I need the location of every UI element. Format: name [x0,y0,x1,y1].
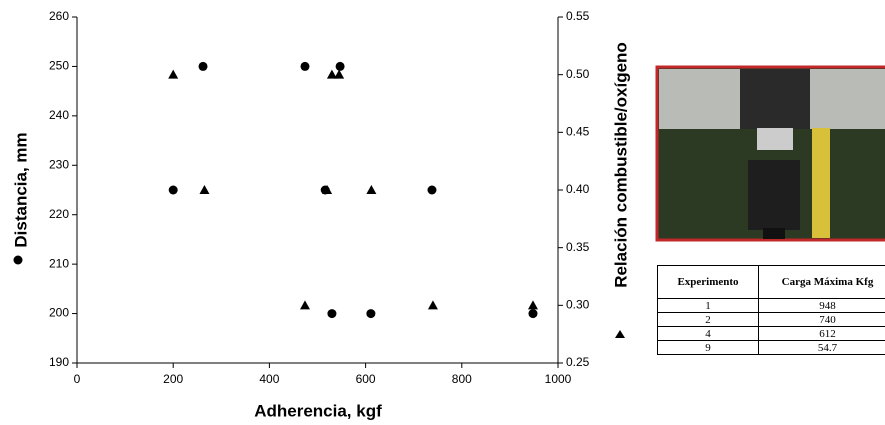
x-tick-label: 600 [356,372,376,386]
point [300,61,310,71]
point [335,61,345,71]
y-tick-label: 260 [49,9,69,23]
legend-marker [13,255,23,265]
table-cell: 612 [758,326,885,341]
y-tick-label: 210 [49,256,69,270]
x-tick-label: 0 [74,372,81,386]
table-cell: 4 [657,326,759,341]
y-tick-label: 230 [49,157,69,171]
table-header: Carga Máxima Kfg [758,265,885,299]
table-row: 2 740 [657,312,885,327]
x-tick-label: 400 [259,372,279,386]
point [427,185,437,195]
x-tick-label: 800 [452,372,472,386]
y-tick-label: 190 [49,355,69,369]
table-cell: 948 [758,298,885,313]
point [366,309,376,319]
point [528,309,538,319]
y2-tick-label: 0.25 [566,355,590,369]
y2-axis-label: Relación combustible/oxígeno [611,42,630,288]
point [366,185,377,194]
table-row: 9 54.7 [657,340,885,355]
point [199,185,210,194]
table-cell: 1 [657,298,759,313]
point [198,61,208,71]
point [322,185,333,194]
legend-marker [615,330,625,338]
point [334,69,345,79]
point [299,300,310,310]
point [168,69,179,79]
y-tick-label: 200 [49,306,69,320]
table-header: Experimento [657,265,759,299]
data-table: Experimento Carga Máxima Kfg 1 948 2 740 4 612… [657,265,885,355]
y2-tick-label: 0.40 [566,182,590,196]
x-axis-label: Adherencia, kgf [254,401,382,420]
photo [655,65,885,242]
y2-tick-label: 0.30 [566,298,590,312]
table-cell: 740 [758,312,885,327]
y2-tick-label: 0.45 [566,125,590,139]
x-tick-label: 200 [163,372,183,386]
y-tick-label: 250 [49,59,69,73]
table-row: 4 612 [657,326,885,341]
y-axis-label: Distancia, mm [11,132,30,247]
table-cell: 9 [657,340,759,355]
x-tick-label: 1000 [545,372,572,386]
table-row: 1 948 [657,298,885,313]
y2-tick-label: 0.55 [566,9,590,23]
point [427,300,438,310]
y-tick-label: 220 [49,207,69,221]
table-cell: 2 [657,312,759,327]
y2-tick-label: 0.50 [566,67,590,81]
y2-tick-label: 0.35 [566,240,590,254]
point [326,69,337,79]
point [168,185,178,195]
y-tick-label: 240 [49,108,69,122]
point [527,300,538,310]
point [327,309,337,319]
table-cell: 54.7 [758,340,885,355]
